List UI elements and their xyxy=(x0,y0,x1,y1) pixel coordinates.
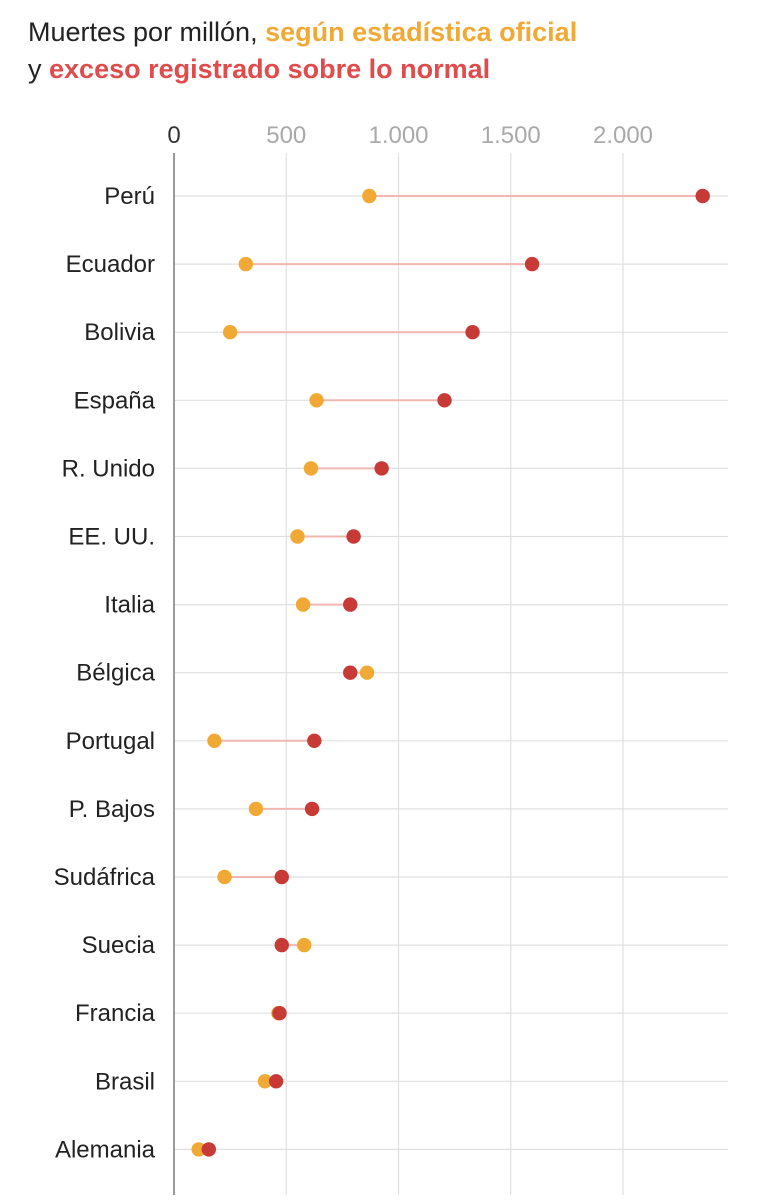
category-label: Bolivia xyxy=(84,319,155,346)
excess-point xyxy=(524,256,540,272)
excess-point xyxy=(346,529,361,544)
category-label: Italia xyxy=(104,592,155,619)
excess-point xyxy=(343,597,358,612)
excess-point xyxy=(274,937,289,953)
excess-point xyxy=(343,665,358,680)
excess-point xyxy=(268,1074,284,1089)
official-point xyxy=(359,665,375,680)
category-label: Ecuador xyxy=(66,251,155,278)
excess-point xyxy=(272,1006,287,1021)
excess-point xyxy=(465,325,480,340)
category-label: Sudáfrica xyxy=(54,864,156,891)
x-tick-label: 1.500 xyxy=(481,122,541,149)
official-point xyxy=(290,529,305,544)
title-line1-plain: Muertes por millón, xyxy=(28,17,266,47)
official-point xyxy=(191,1142,206,1157)
category-label: EE. UU. xyxy=(68,524,155,551)
official-point xyxy=(297,937,312,953)
official-point xyxy=(303,461,319,476)
category-label: P. Bajos xyxy=(69,796,155,823)
category-label: Francia xyxy=(75,1000,156,1027)
title-line-1: Muertes por millón, según estadística of… xyxy=(28,14,748,51)
excess-point xyxy=(695,188,710,204)
excess-point xyxy=(274,869,289,885)
category-label: R. Unido xyxy=(62,455,155,482)
official-point xyxy=(238,256,254,272)
chart-title: Muertes por millón, según estadística of… xyxy=(28,14,748,88)
official-point xyxy=(217,869,232,885)
title-excess-legend: exceso registrado sobre lo normal xyxy=(49,54,491,84)
official-point xyxy=(309,393,324,408)
official-point xyxy=(257,1074,273,1089)
title-line2-plain: y xyxy=(28,54,50,84)
official-point xyxy=(362,188,377,204)
official-point xyxy=(295,597,311,612)
category-label: Alemania xyxy=(55,1136,156,1163)
category-label: Bélgica xyxy=(76,660,155,687)
excess-point xyxy=(437,393,452,408)
x-tick-label: 1.000 xyxy=(368,122,428,149)
official-point xyxy=(222,325,238,340)
official-point xyxy=(248,801,264,817)
excess-point xyxy=(374,461,389,476)
category-label: Portugal xyxy=(66,728,155,755)
x-tick-label: 2.000 xyxy=(593,122,653,149)
title-line-2: y exceso registrado sobre lo normal xyxy=(28,51,748,88)
x-tick-label: 0 xyxy=(167,122,180,149)
excess-point xyxy=(201,1142,216,1157)
official-point xyxy=(207,733,222,748)
title-official-legend: según estadística oficial xyxy=(265,17,578,47)
category-label: Suecia xyxy=(82,932,156,959)
category-label: Brasil xyxy=(95,1068,155,1095)
excess-point xyxy=(304,801,320,817)
category-label: Perú xyxy=(104,183,155,210)
category-label: España xyxy=(74,387,156,414)
excess-point xyxy=(307,733,322,748)
x-tick-label: 500 xyxy=(266,122,306,149)
